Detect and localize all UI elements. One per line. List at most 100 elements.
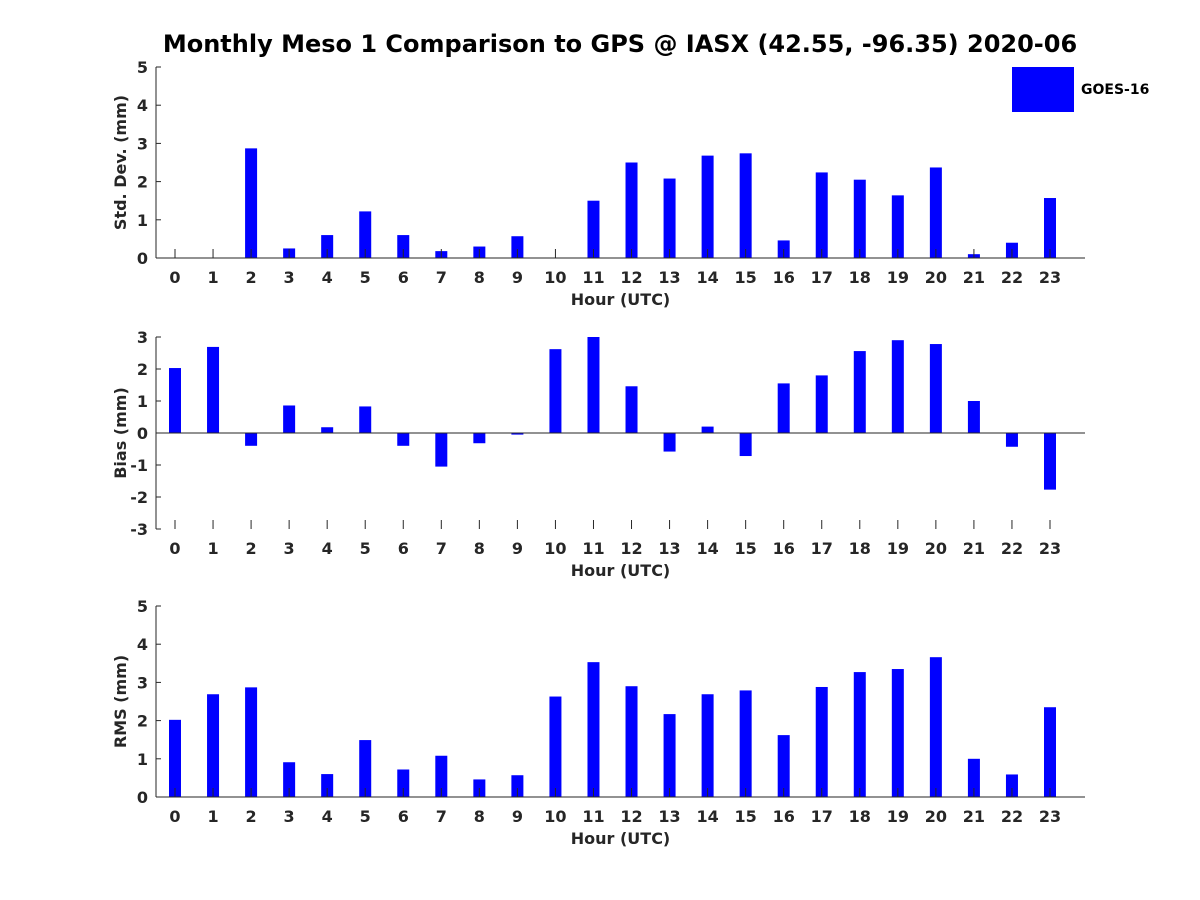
x-tick-label: 11 xyxy=(582,539,604,558)
bar xyxy=(853,351,866,433)
x-tick-label: 9 xyxy=(512,807,523,826)
bar xyxy=(435,433,448,467)
x-tick-label: 7 xyxy=(436,807,447,826)
bar xyxy=(625,162,638,258)
y-tick-label: 1 xyxy=(137,750,148,769)
bar xyxy=(1005,774,1018,797)
bar xyxy=(1005,433,1018,447)
x-tick-label: 21 xyxy=(963,807,985,826)
bar xyxy=(777,383,790,433)
x-tick-label: 23 xyxy=(1039,539,1061,558)
bar xyxy=(245,687,258,797)
x-tick-label: 7 xyxy=(436,268,447,287)
bar xyxy=(815,375,828,433)
y-tick-label: -3 xyxy=(130,520,148,539)
x-tick-label: 16 xyxy=(773,807,795,826)
bar xyxy=(929,344,942,433)
x-tick-label: 6 xyxy=(398,807,409,826)
x-tick-label: 16 xyxy=(773,268,795,287)
bar xyxy=(587,200,600,258)
x-tick-label: 23 xyxy=(1039,268,1061,287)
x-tick-label: 15 xyxy=(735,807,757,826)
bar xyxy=(739,153,752,258)
bar xyxy=(663,433,676,452)
x-tick-label: 17 xyxy=(811,539,833,558)
x-tick-label: 13 xyxy=(658,539,680,558)
x-axis-title: Hour (UTC) xyxy=(571,829,671,848)
x-tick-label: 11 xyxy=(582,807,604,826)
x-tick-label: 21 xyxy=(963,539,985,558)
x-tick-label: 3 xyxy=(284,807,295,826)
x-tick-label: 12 xyxy=(620,807,642,826)
y-tick-label: 5 xyxy=(137,597,148,616)
x-tick-label: 5 xyxy=(360,539,371,558)
x-tick-label: 6 xyxy=(398,268,409,287)
y-tick-label: 0 xyxy=(137,249,148,268)
bar xyxy=(397,433,410,446)
bar xyxy=(815,172,828,258)
y-tick-label: 5 xyxy=(137,58,148,77)
bar xyxy=(929,657,942,797)
x-tick-label: 19 xyxy=(887,807,909,826)
bar xyxy=(777,735,790,797)
x-tick-label: 14 xyxy=(696,807,718,826)
bar xyxy=(511,433,524,435)
bar xyxy=(397,769,410,797)
x-tick-label: 18 xyxy=(849,807,871,826)
x-tick-label: 17 xyxy=(811,807,833,826)
x-tick-label: 3 xyxy=(284,539,295,558)
bar xyxy=(549,349,562,433)
x-tick-label: 10 xyxy=(544,539,566,558)
x-tick-label: 22 xyxy=(1001,268,1023,287)
y-tick-label: 4 xyxy=(137,635,148,654)
bar xyxy=(359,740,372,797)
y-tick-label: 2 xyxy=(137,360,148,379)
x-tick-label: 1 xyxy=(207,807,218,826)
bar xyxy=(739,690,752,797)
x-axis-title: Hour (UTC) xyxy=(571,290,671,309)
x-tick-label: 12 xyxy=(620,539,642,558)
x-tick-label: 8 xyxy=(474,539,485,558)
y-tick-label: 0 xyxy=(137,424,148,443)
x-tick-label: 13 xyxy=(658,807,680,826)
legend: GOES-16 xyxy=(1012,67,1149,112)
x-tick-label: 15 xyxy=(735,539,757,558)
bar xyxy=(283,405,296,433)
x-tick-label: 9 xyxy=(512,539,523,558)
figure-title: Monthly Meso 1 Comparison to GPS @ IASX … xyxy=(162,30,1078,58)
x-tick-label: 20 xyxy=(925,539,947,558)
bar xyxy=(967,758,980,797)
bar xyxy=(625,686,638,797)
bar xyxy=(1044,198,1056,258)
y-tick-label: 3 xyxy=(137,673,148,692)
x-tick-label: 5 xyxy=(360,807,371,826)
y-tick-label: -2 xyxy=(130,488,148,507)
bar xyxy=(929,167,942,258)
y-tick-label: 2 xyxy=(137,173,148,192)
x-tick-label: 19 xyxy=(887,539,909,558)
bar xyxy=(1044,707,1056,797)
x-tick-label: 2 xyxy=(246,807,257,826)
bar xyxy=(891,669,904,797)
y-tick-label: 4 xyxy=(137,96,148,115)
x-tick-label: 20 xyxy=(925,807,947,826)
bar xyxy=(853,672,866,797)
x-tick-label: 17 xyxy=(811,268,833,287)
bar xyxy=(321,427,334,433)
x-tick-label: 6 xyxy=(398,539,409,558)
x-tick-label: 2 xyxy=(246,268,257,287)
bar xyxy=(739,433,752,457)
bar xyxy=(207,346,220,433)
y-tick-label: 0 xyxy=(137,788,148,807)
x-tick-label: 15 xyxy=(735,268,757,287)
x-tick-label: 23 xyxy=(1039,807,1061,826)
bar xyxy=(853,179,866,258)
x-tick-label: 21 xyxy=(963,268,985,287)
bar xyxy=(169,719,181,797)
bar xyxy=(435,755,448,797)
bar xyxy=(245,433,258,446)
bar xyxy=(587,662,600,797)
bar xyxy=(625,386,638,433)
